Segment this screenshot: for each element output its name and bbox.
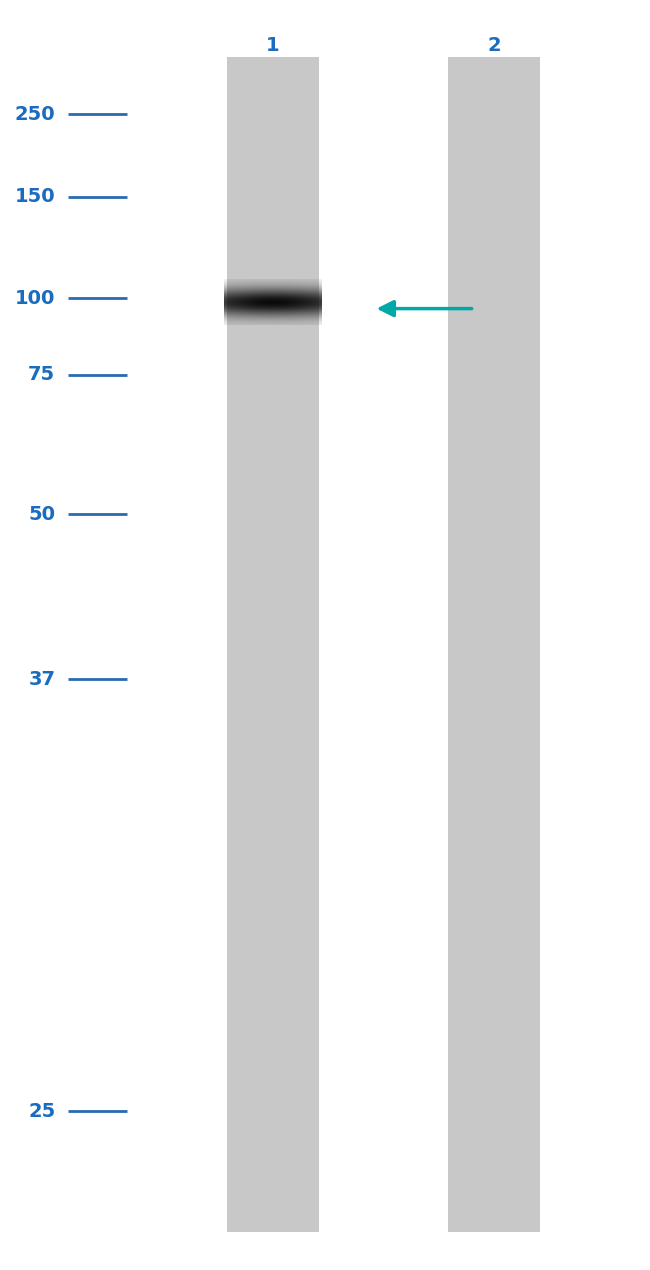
- Text: 25: 25: [28, 1102, 55, 1120]
- Text: 150: 150: [15, 188, 55, 206]
- Text: 75: 75: [28, 366, 55, 384]
- Text: 100: 100: [15, 290, 55, 307]
- Bar: [448, 57, 540, 1232]
- Text: 250: 250: [15, 105, 55, 123]
- Text: 37: 37: [28, 671, 55, 688]
- Text: 1: 1: [266, 36, 280, 55]
- Bar: [227, 57, 318, 1232]
- Text: 50: 50: [28, 505, 55, 523]
- Text: 2: 2: [488, 36, 500, 55]
